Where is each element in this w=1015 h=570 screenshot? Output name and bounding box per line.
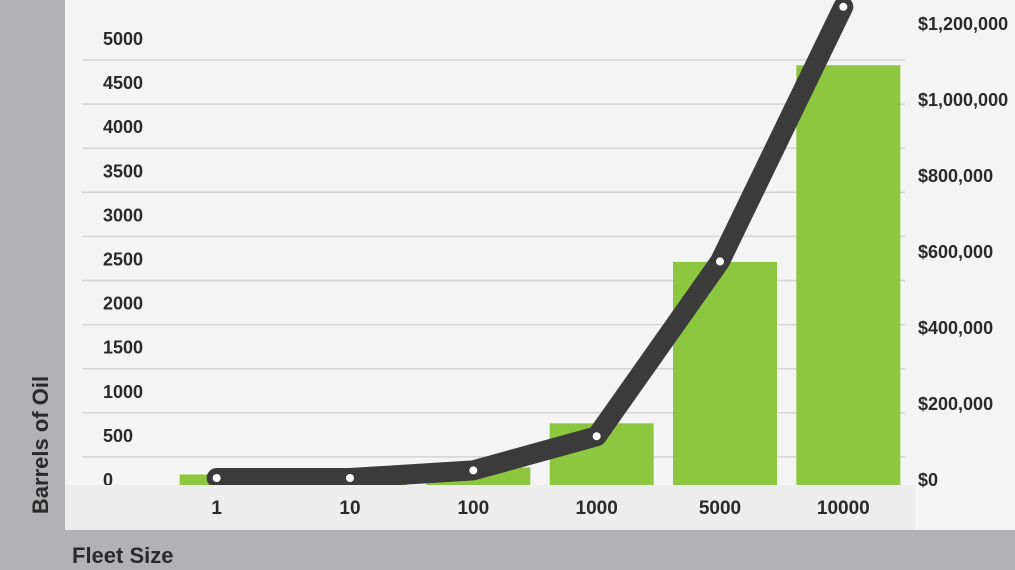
- left-tick-label: 4000: [103, 117, 143, 137]
- x-tick-label: 100: [457, 498, 489, 519]
- line-point: [212, 474, 221, 482]
- right-tick-label: $200,000: [918, 394, 993, 414]
- right-tick-label: $600,000: [918, 242, 993, 262]
- left-tick-label: 5000: [103, 29, 143, 49]
- left-tick-label: 2500: [103, 250, 143, 270]
- plot-background: [65, 0, 915, 530]
- right-axis-ticks: $1,200,000 $1,000,000 $800,000 $600,000 $400…: [918, 14, 1008, 490]
- bottom-axis-band: [0, 530, 1015, 570]
- left-tick-label: 4500: [103, 73, 143, 93]
- x-axis-title: Fleet Size: [72, 543, 173, 568]
- right-tick-label: $400,000: [918, 318, 993, 338]
- line-series: [206, 0, 854, 488]
- y-axis-title: Barrels of Oil: [28, 376, 53, 514]
- left-tick-label: 1000: [103, 382, 143, 402]
- left-tick-label: 1500: [103, 338, 143, 358]
- right-tick-label: $1,000,000: [918, 90, 1008, 110]
- right-tick-label: $1,200,000: [918, 14, 1008, 34]
- line-point: [592, 432, 601, 441]
- right-tick-label: $800,000: [918, 166, 993, 186]
- left-tick-label: 500: [103, 426, 133, 446]
- x-tick-label: 1: [211, 498, 222, 519]
- line-point: [346, 474, 354, 482]
- right-tick-label: $0: [918, 470, 938, 490]
- line-point: [716, 257, 724, 266]
- x-tick-label: 10000: [817, 498, 870, 519]
- left-tick-label: 3000: [103, 205, 143, 225]
- x-axis-band: [65, 485, 915, 530]
- left-axis-band: [0, 0, 65, 570]
- x-tick-label: 1000: [576, 498, 618, 519]
- line-point: [839, 2, 848, 11]
- left-tick-label: 3500: [103, 161, 143, 181]
- x-axis-ticks: 1 10 100 1000 5000 10000: [211, 498, 869, 519]
- line-path: [206, 0, 854, 488]
- line-point: [469, 466, 478, 475]
- x-tick-label: 5000: [699, 498, 741, 519]
- bar: [796, 65, 901, 485]
- left-tick-label: 2000: [103, 294, 143, 314]
- x-tick-label: 10: [339, 498, 360, 519]
- left-tick-label: 0: [103, 470, 113, 490]
